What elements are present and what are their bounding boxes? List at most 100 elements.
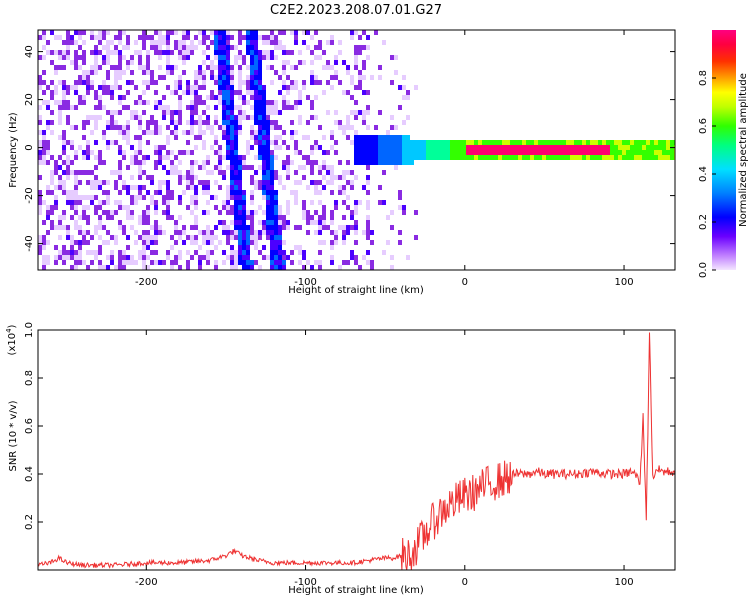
spectrogram-cell <box>342 60 346 65</box>
spectrogram-cell <box>94 55 98 60</box>
spectrogram-cell <box>230 65 234 70</box>
spectrogram-cell <box>42 235 46 240</box>
spectrogram-cell <box>566 155 570 160</box>
spectrogram-cell <box>330 240 334 245</box>
spectrogram-cell <box>410 160 414 165</box>
spectrogram-cell <box>98 265 102 270</box>
spectrogram-cell <box>194 190 198 195</box>
spectrogram-cell <box>42 195 46 200</box>
spectrogram-cell <box>582 155 586 160</box>
spectrogram-cell <box>274 105 278 110</box>
spectrogram-cell <box>242 215 246 220</box>
spectrogram-cell <box>118 40 122 45</box>
spectrogram-cell <box>366 150 370 155</box>
spectrogram-cell <box>318 250 322 255</box>
spectrogram-cell <box>186 185 190 190</box>
spectrogram-cell <box>174 65 178 70</box>
spectrogram-cell <box>246 85 250 90</box>
spectrogram-cell <box>38 160 42 165</box>
spectrogram-cell <box>350 255 354 260</box>
spectrogram-cell <box>266 145 270 150</box>
spectrogram-cell <box>422 55 426 60</box>
spectrogram-cell <box>290 80 294 85</box>
spectrogram-cell <box>166 180 170 185</box>
spectrogram-cell <box>406 95 410 100</box>
spectrogram-cell <box>330 75 334 80</box>
spectrogram-cell <box>362 135 366 140</box>
spectrogram-cell <box>198 190 202 195</box>
spectrogram-cell <box>390 150 394 155</box>
spectrogram-cell <box>214 260 218 265</box>
spectrogram-cell <box>182 150 186 155</box>
spectrogram-cell <box>210 45 214 50</box>
spectrogram-cell <box>78 240 82 245</box>
spectrogram-cell <box>110 95 114 100</box>
spectrogram-cell <box>310 140 314 145</box>
spectrogram-cell <box>178 120 182 125</box>
spectrogram-cell <box>150 260 154 265</box>
spectrogram-cell <box>362 145 366 150</box>
spectrogram-cell <box>38 105 42 110</box>
spectrogram-cell <box>366 230 370 235</box>
spectrogram-cell <box>118 85 122 90</box>
spectrogram-cell <box>150 40 154 45</box>
spectrogram-cell <box>162 145 166 150</box>
spectrogram-cell <box>46 75 50 80</box>
spectrogram-cell <box>234 90 238 95</box>
spectrogram-cell <box>274 240 278 245</box>
spectrogram-cell <box>254 180 258 185</box>
spectrogram-cell <box>242 45 246 50</box>
spectrogram-cell <box>122 150 126 155</box>
snr-ytick-label: 0.4 <box>24 466 35 482</box>
spectrogram-cell <box>102 130 106 135</box>
spectrogram-cell <box>266 200 270 205</box>
spectrogram-cell <box>406 155 410 160</box>
spectrogram-cell <box>274 40 278 45</box>
spectrogram-cell <box>398 110 402 115</box>
spectrogram-cell <box>206 115 210 120</box>
spectrogram-cell <box>274 195 278 200</box>
spectrogram-cell <box>58 55 62 60</box>
spectrogram-cell <box>110 85 114 90</box>
spectrogram-cell <box>386 145 390 150</box>
spectrogram-cell <box>314 210 318 215</box>
spectrogram-cell <box>646 150 650 155</box>
spectrogram-cell <box>86 205 90 210</box>
spectrogram-cell <box>250 235 254 240</box>
spectrogram-cell <box>38 225 42 230</box>
spectrogram-cell <box>586 115 590 120</box>
spectrogram-cell <box>406 145 410 150</box>
spectrogram-cell <box>214 70 218 75</box>
spectrogram-cell <box>386 215 390 220</box>
spectrogram-cell <box>182 180 186 185</box>
spectrogram-cell <box>46 110 50 115</box>
spectrogram-cell <box>350 70 354 75</box>
spectrogram-cell <box>54 185 58 190</box>
spectrogram-cell <box>270 50 274 55</box>
spectrogram-cell <box>62 255 66 260</box>
spectrogram-cell <box>390 265 394 270</box>
spectrogram-cell <box>134 95 138 100</box>
spectrogram-cell <box>290 105 294 110</box>
spectrogram-cell <box>382 150 386 155</box>
spectrogram-cell <box>142 40 146 45</box>
spectrogram-cell <box>306 160 310 165</box>
spectrogram-cell <box>282 70 286 75</box>
spectrogram-cell <box>230 100 234 105</box>
spectrogram-cell <box>234 145 238 150</box>
spectrogram-cell <box>278 205 282 210</box>
spectrogram-cell <box>158 130 162 135</box>
spectrogram-cell <box>294 245 298 250</box>
spectrogram-cell <box>138 220 142 225</box>
spectrogram-cell <box>134 200 138 205</box>
spectrogram-cell <box>170 150 174 155</box>
spectrogram-cell <box>134 255 138 260</box>
spectrogram-cell <box>466 140 470 145</box>
spectrogram-cell <box>50 120 54 125</box>
spectrogram-cell <box>514 145 518 150</box>
spectrogram-cell <box>238 50 242 55</box>
spectrogram-cell <box>562 155 566 160</box>
spectrogram-cell <box>78 35 82 40</box>
spectrogram-cell <box>186 55 190 60</box>
spectrogram-cell <box>382 155 386 160</box>
